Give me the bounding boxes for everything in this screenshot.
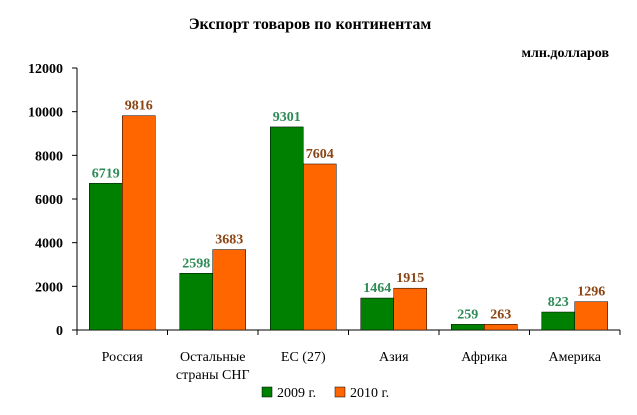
x-tick-label-line: Африка [461,350,508,365]
data-label: 6719 [92,166,120,181]
bars [89,115,608,331]
legend-swatch [334,386,346,398]
y-tick-label: 8000 [35,149,63,164]
bar-2010 [212,249,246,331]
y-tick-label: 0 [56,324,63,339]
x-tick-label: Африка [461,350,508,365]
bar-2010 [122,115,156,331]
data-label: 1296 [577,285,605,300]
data-labels: 6719 9816 2598 3683 9301 7604 1464 1915 259 263 82… [92,99,606,323]
data-label: 2598 [182,256,210,271]
data-label: 3683 [215,233,243,248]
data-label: 1464 [363,281,391,296]
x-tick-label-line: Россия [102,350,144,365]
x-tick-label-line: страны СНГ [176,368,250,383]
y-tick-label: 4000 [35,237,63,252]
data-label: 823 [548,295,569,310]
legend-swatch [261,386,273,398]
x-tick-label: Россия [102,350,144,365]
x-tick-label: Остальные страны СНГ [176,350,250,383]
legend-label: 2010 г. [350,386,389,401]
data-label: 259 [457,307,478,322]
bar-2009 [89,183,123,331]
data-label: 1915 [396,271,424,286]
y-tick-label: 10000 [28,106,63,121]
unit-label: млн.долларов [521,46,609,61]
data-label: 263 [490,307,511,322]
bar-2010 [393,287,427,331]
y-tick-label: 6000 [35,193,63,208]
y-tick-labels: 0 2000 4000 6000 8000 10000 12000 [28,62,63,339]
legend: 2009 г. 2010 г. [261,386,389,401]
x-tick-label: ЕС (27) [281,350,326,365]
bar-2009 [270,126,304,331]
data-label: 9816 [125,99,153,114]
x-tick-label-line: Азия [379,350,409,365]
x-tick-label: Америка [549,350,602,365]
data-label: 9301 [273,110,301,125]
y-tick-label: 12000 [28,62,63,77]
x-tick-labels: Россия Остальные страны СНГ ЕС (27) Азия Афри… [102,350,602,383]
x-tick-label-line: Остальные [180,350,245,365]
x-tick-label-line: Америка [549,350,602,365]
bar-2010 [574,301,608,331]
y-tick-label: 2000 [35,280,63,295]
bar-2009 [541,311,575,331]
chart-title: Экспорт товаров по континентам [189,16,432,33]
x-tick-label: Азия [379,350,409,365]
bar-2010 [303,163,337,331]
bar-2009 [360,297,394,331]
x-tick-label-line: ЕС (27) [281,350,326,365]
bar-2010 [484,324,518,331]
bar-2009 [179,273,213,331]
bar-2009 [451,324,485,331]
axes [72,67,621,335]
legend-label: 2009 г. [277,386,316,401]
data-label: 7604 [306,147,334,162]
